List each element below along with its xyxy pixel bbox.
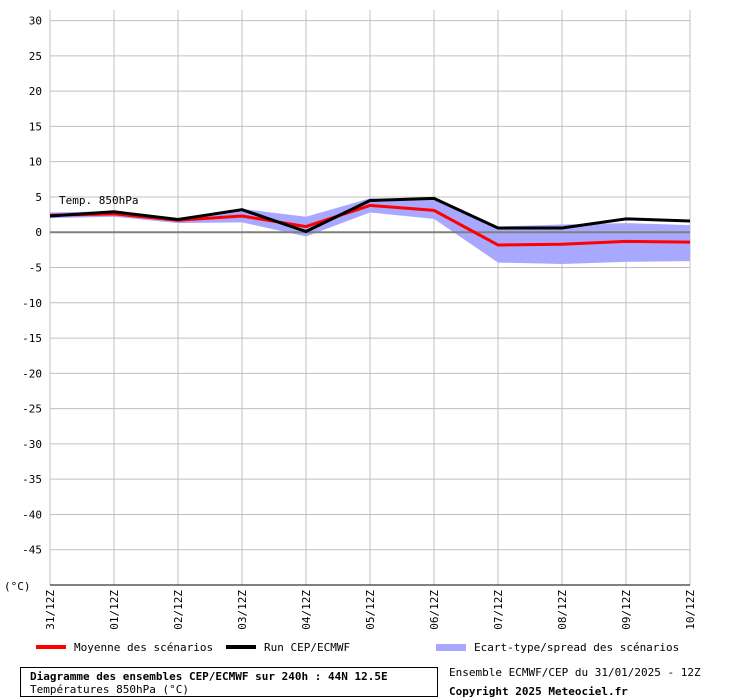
y-axis-ticks: 30 25 20 15 10 5 0 -5 -10 -15 -20 -25 -30 -35 -40 -45 (22, 15, 42, 557)
x-tick-label: 06/12Z (428, 590, 441, 630)
x-tick-label: 07/12Z (492, 590, 505, 630)
y-tick-label: -40 (22, 508, 42, 521)
y-tick-label: 20 (29, 85, 42, 98)
x-tick-label: 05/12Z (364, 590, 377, 630)
legend-item-run: Run CEP/ECMWF (226, 638, 350, 656)
x-axis-ticks: 31/12Z 01/12Z 02/12Z 03/12Z 04/12Z 05/12Z 06/1… (44, 590, 697, 630)
y-tick-label: -15 (22, 332, 42, 345)
legend-item-mean: Moyenne des scénarios (36, 638, 213, 656)
x-tick-label: 09/12Z (620, 590, 633, 630)
x-tick-label: 10/12Z (684, 590, 697, 630)
run-info: Ensemble ECMWF/CEP du 31/01/2025 - 12Z (449, 666, 701, 679)
y-tick-label: -10 (22, 297, 42, 310)
legend-swatch-spread (436, 643, 466, 651)
chart-annotation: Temp. 850hPa (59, 194, 138, 207)
footer-subtitle: Températures 850hPa (°C) (30, 683, 189, 696)
y-tick-label: -35 (22, 473, 42, 486)
legend-swatch-mean (36, 645, 66, 649)
y-tick-label: -30 (22, 438, 42, 451)
copyright: Copyright 2025 Meteociel.fr (449, 685, 628, 698)
y-tick-label: -20 (22, 367, 42, 380)
y-tick-label: -5 (29, 262, 42, 275)
grid (49, 10, 691, 586)
x-tick-label: 31/12Z (44, 590, 57, 630)
y-tick-label: 10 (29, 156, 42, 169)
legend-swatch-run (226, 645, 256, 649)
legend-item-spread: Ecart-type/spread des scénarios (436, 638, 679, 656)
y-tick-label: 25 (29, 50, 42, 63)
y-tick-label: -25 (22, 403, 42, 416)
x-tick-label: 03/12Z (236, 590, 249, 630)
y-tick-label: 0 (35, 226, 42, 239)
y-tick-label: 15 (29, 120, 42, 133)
y-axis-unit: (°C) (4, 580, 31, 593)
footer-title: Diagramme des ensembles CEP/ECMWF sur 24… (30, 670, 388, 683)
x-tick-label: 02/12Z (172, 590, 185, 630)
y-tick-label: -45 (22, 544, 42, 557)
x-tick-label: 01/12Z (108, 590, 121, 630)
x-tick-label: 08/12Z (556, 590, 569, 630)
x-tick-label: 04/12Z (300, 590, 313, 630)
run-line (49, 196, 691, 234)
legend-label-spread: Ecart-type/spread des scénarios (474, 640, 680, 654)
y-tick-label: 5 (35, 191, 42, 204)
ensemble-chart: 30 25 20 15 10 5 0 -5 -10 -15 -20 -25 -30 -35 -40 -45 3… (4, 10, 697, 630)
legend-label-run: Run CEP/ECMWF (264, 640, 351, 654)
y-tick-label: 30 (29, 15, 42, 28)
footer-title-box: Diagramme des ensembles CEP/ECMWF sur 24… (20, 667, 438, 697)
legend-label-mean: Moyenne des scénarios (74, 640, 214, 654)
